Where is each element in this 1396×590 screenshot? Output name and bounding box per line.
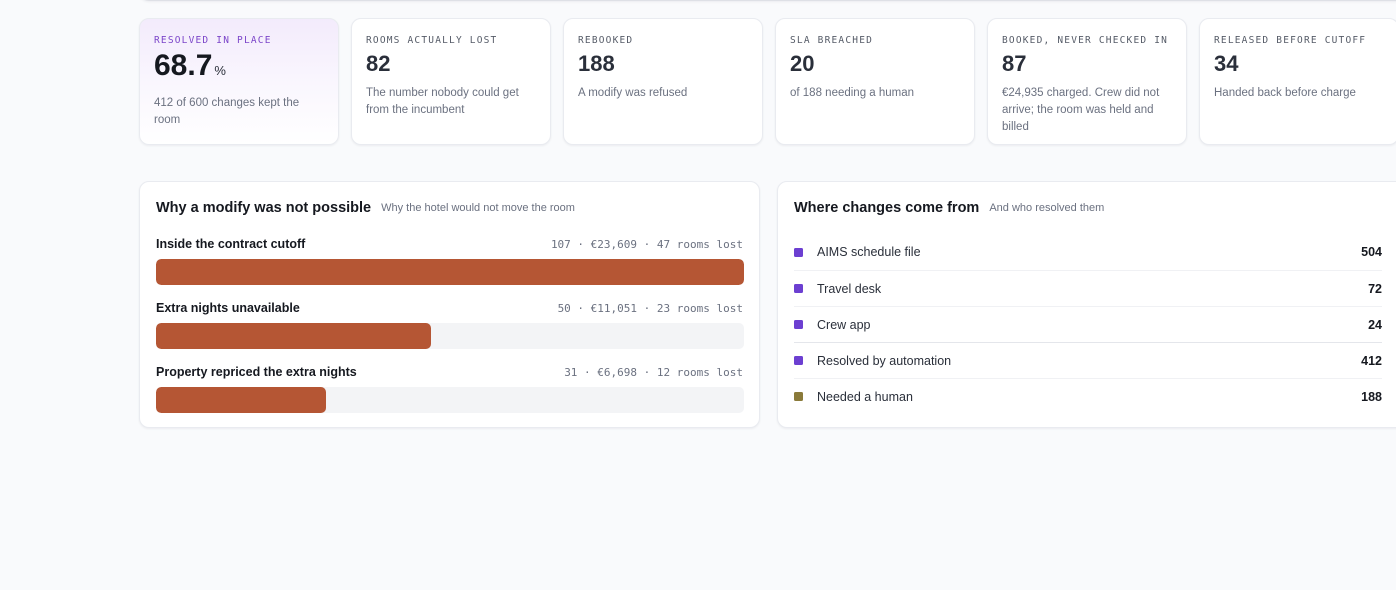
reasons-bar-list: Inside the contract cutoff 107 · €23,609… xyxy=(156,234,744,426)
reason-item: Inside the contract cutoff 107 · €23,609… xyxy=(156,234,744,298)
source-label: Needed a human xyxy=(817,389,913,404)
reason-stats: 31 · €6,698 · 12 rooms lost xyxy=(564,365,743,379)
source-value: 504 xyxy=(1361,245,1382,259)
reason-label: Property repriced the extra nights xyxy=(156,365,357,379)
kpi-label: RELEASED BEFORE CUTOFF xyxy=(1214,35,1367,46)
panel-subtitle: And who resolved them xyxy=(989,202,1105,214)
source-value: 24 xyxy=(1368,317,1382,332)
kpi-number: 68.7 xyxy=(154,49,213,82)
source-row-aims: AIMS schedule file 504 xyxy=(794,234,1382,270)
reason-bar-fill xyxy=(156,387,327,413)
panel-title: Where changes come from xyxy=(794,200,980,216)
kpi-value: 188 xyxy=(578,51,615,76)
source-label: Crew app xyxy=(817,317,871,332)
reason-bar-fill xyxy=(156,323,431,349)
legend-swatch xyxy=(794,247,803,257)
kpi-label: BOOKED, NEVER CHECKED IN xyxy=(1002,35,1169,46)
reason-label: Inside the contract cutoff xyxy=(156,237,306,251)
kpi-label: RESOLVED IN PLACE xyxy=(154,35,272,46)
source-label: AIMS schedule file xyxy=(817,245,921,259)
modify-reasons-panel: Why a modify was not possible Why the ho… xyxy=(139,181,760,428)
legend-swatch xyxy=(794,392,803,401)
kpi-card-never-checked-in: BOOKED, NEVER CHECKED IN 87 €24,935 char… xyxy=(987,18,1187,145)
kpi-value: 82 xyxy=(366,51,391,76)
reason-bar-track xyxy=(156,323,744,349)
legend-swatch xyxy=(794,284,803,293)
change-sources-panel: Where changes come from And who resolved… xyxy=(777,181,1396,428)
source-label: Travel desk xyxy=(817,281,882,296)
reason-stats: 50 · €11,051 · 23 rooms lost xyxy=(557,301,743,315)
kpi-card-resolved-in-place: RESOLVED IN PLACE 68.7% 412 of 600 chang… xyxy=(139,18,339,145)
sources-list: AIMS schedule file 504 Travel desk 72 Cr… xyxy=(794,234,1396,414)
reason-bar-track xyxy=(156,259,744,285)
panel-header: Where changes come from And who resolved… xyxy=(794,182,1396,234)
kpi-description: Handed back before charge xyxy=(1214,87,1356,99)
kpi-description: of 188 needing a human xyxy=(790,87,915,99)
source-value: 412 xyxy=(1361,353,1382,368)
reason-bar-fill xyxy=(156,259,744,285)
reason-bar-track xyxy=(156,387,744,413)
legend-swatch xyxy=(794,320,803,329)
reason-item: Extra nights unavailable 50 · €11,051 · … xyxy=(156,298,744,362)
reason-stats: 107 · €23,609 · 47 rooms lost xyxy=(550,237,743,251)
reason-label: Extra nights unavailable xyxy=(156,301,300,315)
kpi-card-released-before-cutoff: RELEASED BEFORE CUTOFF 34 Handed back be… xyxy=(1199,18,1396,145)
source-row-crew-app: Crew app 24 xyxy=(794,306,1382,342)
panel-subtitle: Why the hotel would not move the room xyxy=(381,202,575,214)
kpi-unit: % xyxy=(214,63,226,78)
reason-item: Property repriced the extra nights 31 · … xyxy=(156,362,744,426)
kpi-card-rebooked: REBOOKED 188 A modify was refused xyxy=(563,18,763,145)
kpi-description: €24,935 charged. Crew did not arrive; th… xyxy=(1002,87,1160,133)
kpi-label: REBOOKED xyxy=(578,35,634,46)
source-label: Resolved by automation xyxy=(817,353,952,368)
kpi-value: 87 xyxy=(1002,51,1027,76)
kpi-value: 20 xyxy=(790,51,815,76)
panel-header: Why a modify was not possible Why the ho… xyxy=(156,182,743,234)
panel-title: Why a modify was not possible xyxy=(156,200,372,216)
kpi-label: ROOMS ACTUALLY LOST xyxy=(366,35,498,46)
kpi-description: The number nobody could get from the inc… xyxy=(366,87,519,116)
source-row-travel-desk: Travel desk 72 xyxy=(794,270,1382,306)
kpi-card-sla-breached: SLA BREACHED 20 of 188 needing a human xyxy=(775,18,975,145)
kpi-value: 34 xyxy=(1214,51,1239,76)
legend-swatch xyxy=(794,356,803,365)
kpi-value: 68.7% xyxy=(154,49,324,88)
kpi-label: SLA BREACHED xyxy=(790,35,874,46)
source-row-needed-human: Needed a human 188 xyxy=(794,378,1382,414)
kpi-card-rooms-lost: ROOMS ACTUALLY LOST 82 The number nobody… xyxy=(351,18,551,145)
kpi-description: A modify was refused xyxy=(578,87,688,99)
source-value: 72 xyxy=(1368,281,1382,296)
kpi-row: RESOLVED IN PLACE 68.7% 412 of 600 chang… xyxy=(139,18,1396,145)
kpi-description: 412 of 600 changes kept the room xyxy=(154,97,300,126)
source-row-automation: Resolved by automation 412 xyxy=(794,342,1382,378)
source-value: 188 xyxy=(1361,389,1382,404)
